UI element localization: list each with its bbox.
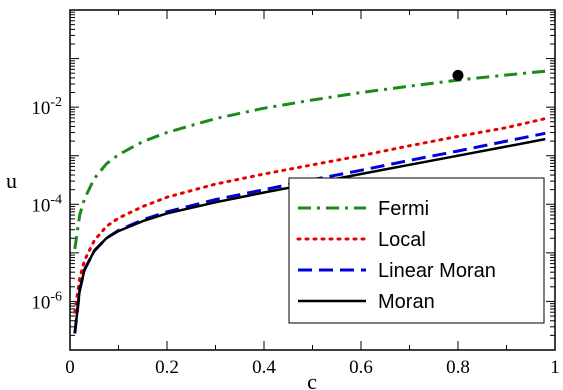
- x-tick-label: 1: [550, 357, 560, 378]
- x-tick-label: 0.2: [155, 357, 179, 378]
- legend-label: Moran: [378, 291, 435, 313]
- x-tick-label: 0.6: [349, 357, 373, 378]
- x-tick-label: 0: [65, 357, 75, 378]
- series-line-moran: [73, 137, 546, 334]
- legend-box: [288, 177, 545, 324]
- axis-ticks: [69, 9, 556, 351]
- y-axis-label: u: [6, 168, 17, 193]
- y-tick-labels: 10-6 10-4 10-2: [31, 95, 62, 313]
- annotation-point: [452, 69, 464, 81]
- x-tick-labels: 0 0.2 0.4 0.6 0.8 1: [65, 357, 560, 378]
- y-tick-label: 10-6: [31, 289, 62, 313]
- legend-label: Fermi: [378, 198, 429, 220]
- y-tick-label: 10-4: [31, 192, 62, 216]
- x-tick-label: 0.4: [252, 357, 276, 378]
- y-tick-label: 10-2: [31, 95, 62, 119]
- annotation-points: [452, 69, 464, 81]
- legend-label: Local: [378, 229, 426, 251]
- legend-label: Linear Moran: [378, 260, 496, 282]
- legend: Fermi Local Linear Moran Moran: [288, 177, 545, 324]
- series-line-local: [73, 117, 547, 314]
- series-line-fermi: [73, 69, 546, 250]
- series-lines: [73, 69, 547, 334]
- x-tick-label: 0.8: [446, 357, 470, 378]
- x-axis-label: c: [307, 369, 317, 390]
